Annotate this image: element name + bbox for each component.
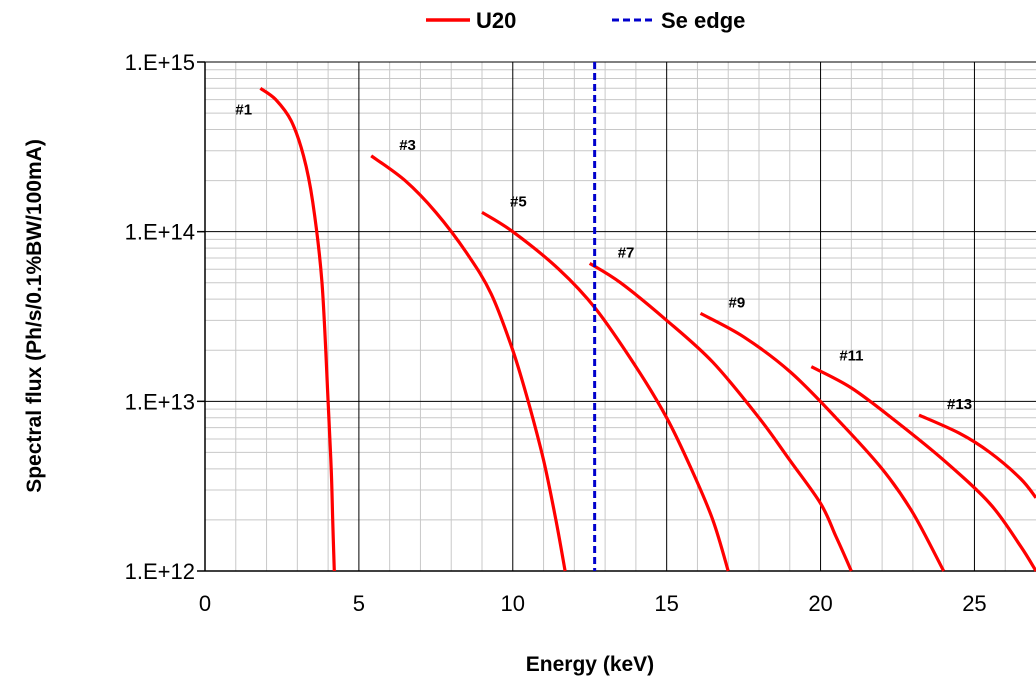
y-tick-label: 1.E+12: [125, 559, 195, 584]
legend-u20-label: U20: [476, 8, 516, 33]
legend: U20 Se edge: [426, 8, 745, 33]
x-tick-label: 0: [199, 591, 211, 616]
harmonic-7-label: #7: [618, 244, 635, 261]
harmonic-1-label: #1: [235, 101, 252, 118]
legend-se-edge-label: Se edge: [661, 8, 745, 33]
u20-harmonic-1-curve: [259, 86, 336, 572]
minor-gridlines: [205, 62, 1036, 571]
x-tick-label: 5: [353, 591, 365, 616]
u20-harmonic-5-curve: [481, 210, 730, 572]
y-tick-labels: 1.E+12 1.E+13 1.E+14 1.E+15: [125, 50, 195, 584]
y-tick-label: 1.E+14: [125, 220, 195, 245]
major-gridlines: [205, 61, 1036, 572]
u20-harmonic-9-curve: [699, 311, 946, 572]
x-tick-label: 10: [501, 591, 525, 616]
harmonic-labels: #1 #3 #5 #7 #9 #11 #13: [235, 101, 972, 413]
harmonic-13-label: #13: [947, 396, 972, 413]
plot-frame: [197, 61, 1036, 572]
x-tick-label: 20: [808, 591, 832, 616]
harmonic-9-label: #9: [729, 294, 746, 311]
harmonic-3-label: #3: [399, 137, 416, 154]
y-tick-label: 1.E+15: [125, 50, 195, 75]
u20-harmonic-11-curve: [810, 365, 1036, 572]
x-tick-label: 15: [654, 591, 678, 616]
y-axis-title: Spectral flux (Ph/s/0.1%BW/100mA): [23, 139, 46, 493]
x-tick-labels: 0 5 10 15 20 25: [199, 591, 987, 616]
u20-harmonic-3-curve: [370, 154, 567, 572]
harmonic-11-label: #11: [839, 348, 863, 365]
u20-harmonic-13-curve: [918, 413, 1036, 499]
x-axis-title: Energy (keV): [526, 653, 654, 676]
series-layer: [259, 86, 1036, 572]
u20-harmonic-7-curve: [588, 262, 853, 572]
harmonic-5-label: #5: [510, 193, 527, 210]
x-tick-label: 25: [962, 591, 986, 616]
y-tick-label: 1.E+13: [125, 389, 195, 414]
